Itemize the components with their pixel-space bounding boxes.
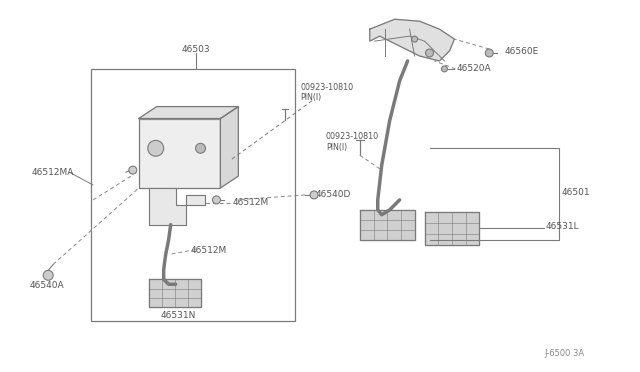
Text: J-6500 3A: J-6500 3A — [544, 349, 584, 358]
Text: 46520A: 46520A — [456, 64, 491, 73]
Text: 00923-10810: 00923-10810 — [326, 132, 379, 141]
Text: 46512M: 46512M — [232, 198, 269, 207]
Polygon shape — [220, 107, 238, 188]
Polygon shape — [148, 188, 205, 225]
Polygon shape — [370, 19, 454, 61]
Text: PIN(I): PIN(I) — [326, 143, 348, 152]
Polygon shape — [424, 212, 479, 244]
Text: 46501: 46501 — [562, 188, 591, 197]
Text: 46560E: 46560E — [504, 47, 538, 56]
Polygon shape — [360, 210, 415, 240]
Circle shape — [442, 66, 447, 72]
Text: 46531L: 46531L — [546, 222, 580, 231]
Bar — [91, 69, 295, 321]
Circle shape — [148, 140, 164, 156]
Circle shape — [129, 166, 137, 174]
Polygon shape — [148, 279, 200, 307]
Circle shape — [426, 49, 433, 57]
Text: 46540D: 46540D — [316, 190, 351, 199]
Text: 46531N: 46531N — [161, 311, 196, 320]
Circle shape — [310, 191, 318, 199]
Bar — [139, 119, 220, 188]
Text: 46540A: 46540A — [29, 281, 64, 290]
Circle shape — [412, 36, 417, 42]
Text: 46512MA: 46512MA — [31, 168, 74, 177]
Text: 00923-10810: 00923-10810 — [300, 83, 353, 92]
Circle shape — [196, 143, 205, 153]
Circle shape — [485, 49, 493, 57]
Circle shape — [212, 196, 220, 204]
Circle shape — [44, 270, 53, 280]
Polygon shape — [139, 107, 238, 119]
Text: 46503: 46503 — [181, 45, 210, 54]
Text: 46512M: 46512M — [191, 246, 227, 254]
Text: PIN(I): PIN(I) — [300, 93, 321, 102]
